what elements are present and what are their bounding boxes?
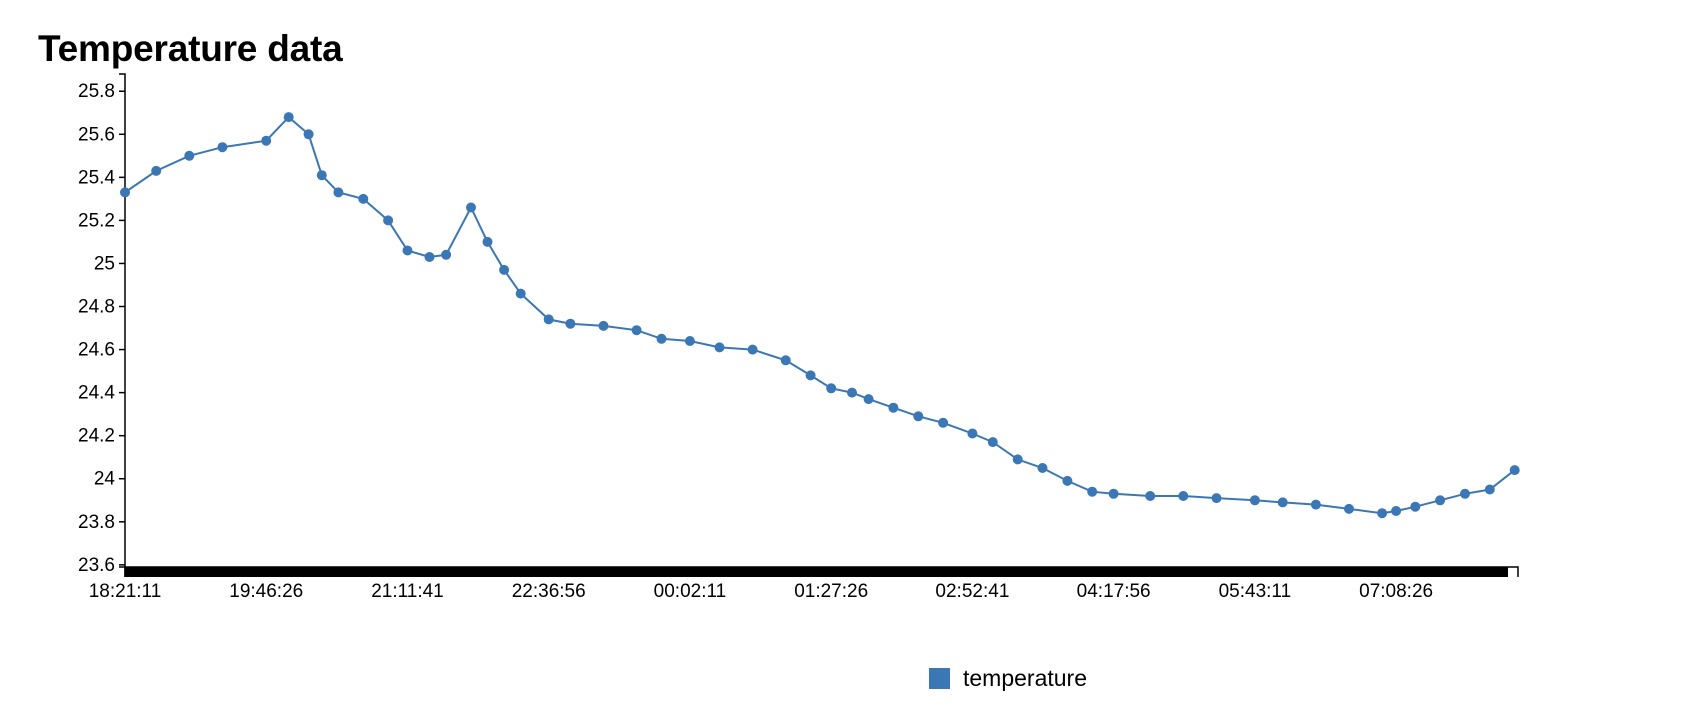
data-point [441,249,452,260]
x-tick-label: 00:02:11 [654,581,727,602]
data-point [1178,491,1189,501]
data-point [805,370,816,381]
data-point [987,437,998,448]
data-point [888,402,899,413]
x-axis: 18:21:11 19:46:26 21:11:41 22:36:56 00:02:11… [89,566,1519,602]
x-tick-label: 02:52:41 [935,581,1009,602]
x-tick-label: 01:27:26 [794,581,868,602]
data-point [598,320,609,331]
x-axis-band [125,567,1508,577]
y-tick-label: 25.2 [78,210,115,231]
y-tick-label: 24.2 [78,426,115,447]
data-point [283,112,294,123]
data-point [938,417,949,428]
y-tick-label: 25.8 [78,81,115,102]
data-point [333,187,344,198]
legend-swatch [928,668,950,689]
y-tick-label: 25.6 [78,124,115,145]
data-point [1509,465,1520,476]
data-point [1460,488,1470,499]
y-tick-label: 23.6 [78,555,115,576]
data-point [1249,495,1260,506]
data-point [358,193,369,204]
x-tick-label: 07:08:26 [1359,581,1433,602]
y-tick-label: 24.4 [78,383,115,404]
data-point [1062,475,1073,486]
legend-label: temperature [962,665,1087,691]
legend-item-temperature[interactable]: temperature [928,665,1087,692]
y-axis-line [119,73,126,568]
data-point [747,344,758,355]
x-tick-label: 21:11:41 [371,581,444,602]
data-point [120,187,130,198]
data-point [1377,508,1388,519]
data-point [1277,497,1288,508]
data-point [1108,488,1119,499]
data-point [1344,503,1354,514]
data-point [565,318,576,329]
data-point [184,150,195,161]
data-point [151,165,162,176]
data-point [402,245,413,256]
x-tick-label: 22:36:56 [512,581,586,602]
x-tick-label: 18:21:11 [89,581,162,602]
data-point [499,264,510,275]
data-point [656,333,667,344]
data-point [383,215,394,226]
y-tick-label: 24.8 [78,297,115,318]
data-point [424,252,435,262]
data-point [515,288,526,299]
data-point [482,236,493,247]
data-point [1145,491,1156,501]
series-line-temperature [124,115,1516,515]
y-tick-label: 25 [94,253,115,274]
data-point [1391,506,1402,516]
data-point [1037,463,1048,473]
y-axis: 23.6 23.8 24 24.2 24.4 24.6 24.8 25 25.2 25.4 25.6… [78,73,126,576]
y-tick-label: 23.8 [78,512,115,533]
data-point [466,202,476,213]
data-point [1484,484,1495,495]
x-tick-label: 19:46:26 [229,581,303,602]
data-point [261,135,272,146]
data-point [303,129,314,140]
x-tick-label: 05:43:11 [1219,581,1292,602]
y-tick-label: 24 [94,469,116,490]
x-tick-label: 04:17:56 [1077,581,1151,602]
data-point [1435,495,1446,506]
data-point [1310,499,1321,510]
data-point [913,411,924,422]
data-point [1087,486,1098,497]
data-point [967,428,978,439]
series-layer [120,112,1520,519]
y-tick-label: 24.6 [78,340,115,361]
data-point [714,342,725,353]
data-point [631,325,642,336]
data-point [543,314,554,325]
data-point [780,355,791,366]
data-point [826,383,837,394]
data-point [217,142,228,153]
y-tick-label: 25.4 [78,167,115,188]
chart-title: Temperature data [38,28,343,69]
legend: temperature [0,665,1686,692]
data-point [316,170,327,181]
data-point [684,336,695,346]
data-point [1012,454,1023,465]
data-point [863,394,874,405]
data-point [1410,501,1421,512]
data-point [847,387,857,398]
data-point [1211,493,1222,504]
